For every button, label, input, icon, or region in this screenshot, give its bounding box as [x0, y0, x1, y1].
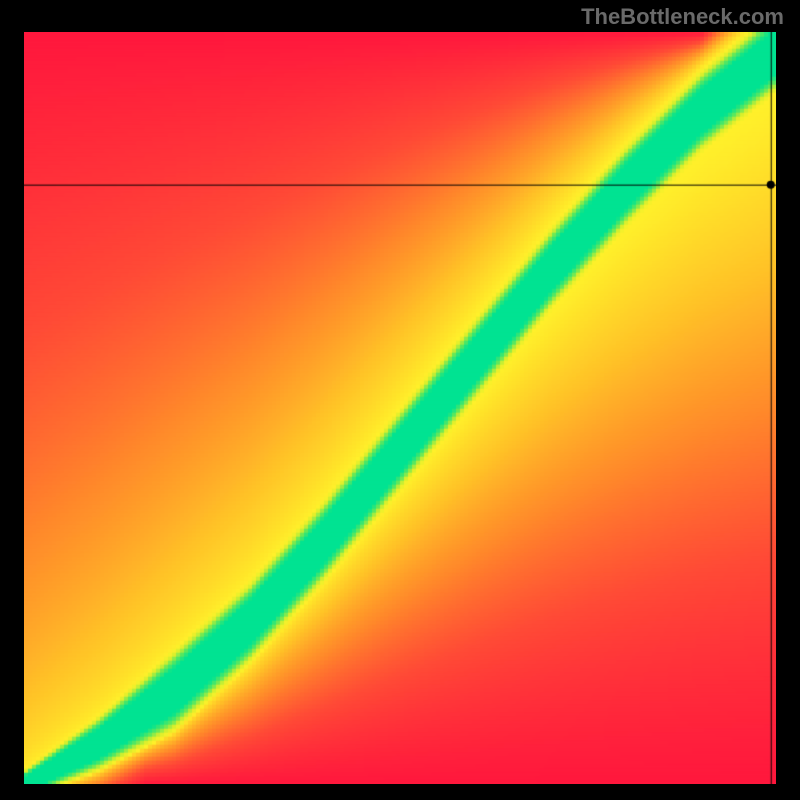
chart-container: TheBottleneck.com: [0, 0, 800, 800]
watermark-text: TheBottleneck.com: [581, 4, 784, 30]
bottleneck-heatmap: [24, 32, 776, 784]
